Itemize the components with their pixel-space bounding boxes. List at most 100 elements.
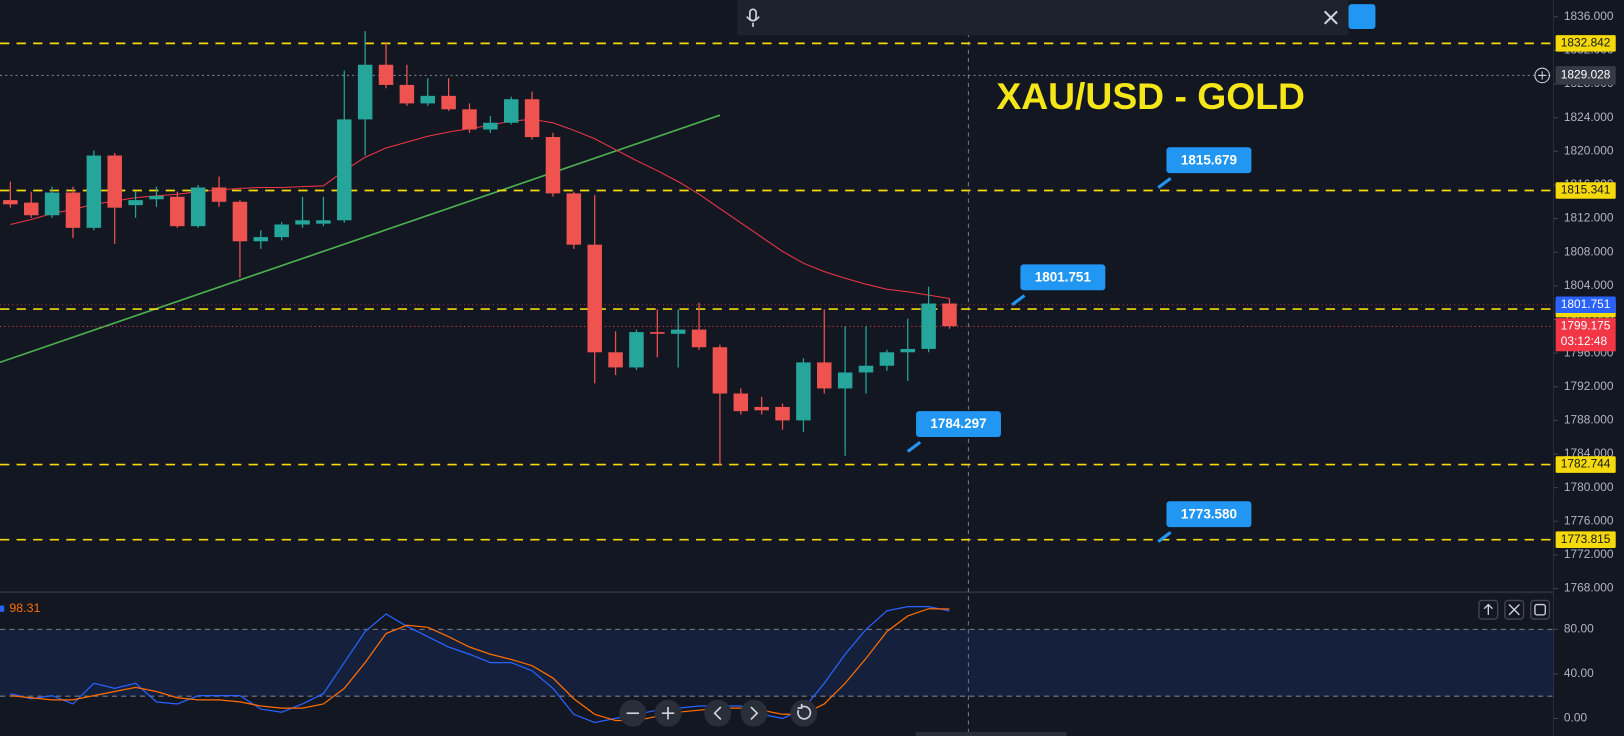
candle-body [399, 84, 415, 104]
moving-average [10, 118, 950, 299]
callout-pointer [1157, 177, 1172, 189]
y-tick-label: 1772.000 [1564, 547, 1614, 561]
alert-price-label-bg [1555, 296, 1616, 314]
candle-body [921, 303, 936, 349]
y-tick-label: 0.00 [1564, 711, 1588, 725]
callout-box [1020, 264, 1106, 291]
price-callout: 1773.580 [1157, 501, 1252, 543]
candle-body [441, 95, 456, 110]
candle-body [858, 365, 874, 373]
move-up-button[interactable] [1478, 599, 1499, 620]
candle-body [629, 332, 644, 368]
candle-body [149, 195, 164, 200]
level-label-bg [1555, 35, 1616, 52]
candle-body [670, 329, 686, 334]
add-alert-button[interactable] [1534, 67, 1550, 84]
candle-body [86, 155, 102, 228]
callout-pointer [1011, 294, 1026, 307]
candle-body [754, 406, 769, 411]
scroll-right-icon [750, 706, 759, 721]
move-up-icon [1483, 603, 1493, 615]
candle-body [837, 372, 853, 389]
candle-body [211, 187, 227, 202]
close-pane-icon [1508, 604, 1520, 616]
candle-body [817, 362, 832, 389]
chart-title: XAU/USD - GOLD [996, 75, 1305, 117]
candle-body [942, 303, 957, 327]
mic-icon[interactable] [746, 8, 760, 27]
candle-body [357, 64, 373, 120]
scroll-left-icon [713, 706, 722, 721]
candle-body [650, 332, 665, 334]
level-label: 1815.341 [1561, 183, 1611, 197]
candle-body [691, 329, 707, 348]
callout-pointer [1157, 531, 1172, 543]
y-tick-label: 40.00 [1564, 666, 1594, 680]
zoom-in-icon [661, 707, 675, 720]
trend-line [0, 114, 721, 364]
candle-body [712, 347, 728, 394]
y-tick-label: 1776.000 [1564, 513, 1614, 527]
callout-label: 1773.580 [1181, 506, 1237, 521]
candle-body [337, 119, 352, 221]
y-tick-label: 1812.000 [1564, 211, 1614, 225]
candle-body [566, 193, 582, 245]
candle-body [170, 196, 185, 227]
candle-body [316, 220, 331, 224]
search-bar[interactable] [737, 0, 1349, 36]
reset-button[interactable] [790, 699, 818, 727]
candle-body [775, 406, 790, 421]
level-label-bg [1555, 531, 1616, 548]
candle-body [253, 237, 269, 242]
y-tick-label: 1788.000 [1564, 413, 1614, 427]
price-callout: 1801.751 [1011, 264, 1106, 307]
scrollbar[interactable] [915, 731, 1067, 736]
level-label: 1782.744 [1561, 457, 1611, 471]
candle-body [545, 137, 561, 194]
candle-body [190, 187, 206, 227]
oscillator-value-label: 98.31 [9, 601, 40, 615]
close-pane-button[interactable] [1504, 599, 1525, 620]
candle-body [274, 224, 289, 238]
candle-body [23, 202, 39, 216]
candle-body [295, 220, 310, 225]
candle-body [733, 393, 749, 412]
callout-box [916, 411, 1001, 438]
candle-body [879, 352, 895, 366]
candle-body [3, 200, 18, 205]
callout-pointer [906, 440, 922, 453]
level-label: 1773.815 [1561, 532, 1611, 546]
candle-body [524, 99, 540, 138]
candle-body [587, 244, 602, 353]
y-tick-label: 1824.000 [1564, 110, 1614, 124]
candle-body [232, 201, 248, 242]
scroll-right-button[interactable] [740, 699, 768, 727]
close-icon[interactable] [1323, 10, 1338, 25]
candle-body [65, 192, 81, 228]
level-label-bg [1555, 182, 1616, 199]
candle-body [44, 192, 60, 216]
last-price-label: 1799.175 [1561, 319, 1611, 333]
y-tick-label: 1836.000 [1564, 9, 1614, 23]
callout-partial [1348, 4, 1376, 29]
price-callout: 1784.297 [906, 411, 1001, 453]
y-tick-label: 80.00 [1564, 622, 1594, 636]
candle-body [900, 348, 916, 353]
candle-body [796, 362, 811, 421]
maximize-icon [1534, 603, 1546, 616]
callout-box [1166, 147, 1252, 174]
candle-body [608, 352, 623, 368]
crosshair-price-label-bg [1555, 66, 1616, 85]
last-price-bg [1555, 318, 1616, 352]
crosshair-price-label: 1829.028 [1561, 68, 1611, 82]
maximize-button[interactable] [1530, 599, 1551, 620]
candle-body [128, 200, 143, 206]
candle-body [420, 95, 435, 104]
scroll-left-button[interactable] [704, 699, 732, 727]
candle-body [503, 99, 519, 123]
oscillator-band [0, 629, 1554, 697]
y-tick-label: 1780.000 [1564, 480, 1614, 494]
